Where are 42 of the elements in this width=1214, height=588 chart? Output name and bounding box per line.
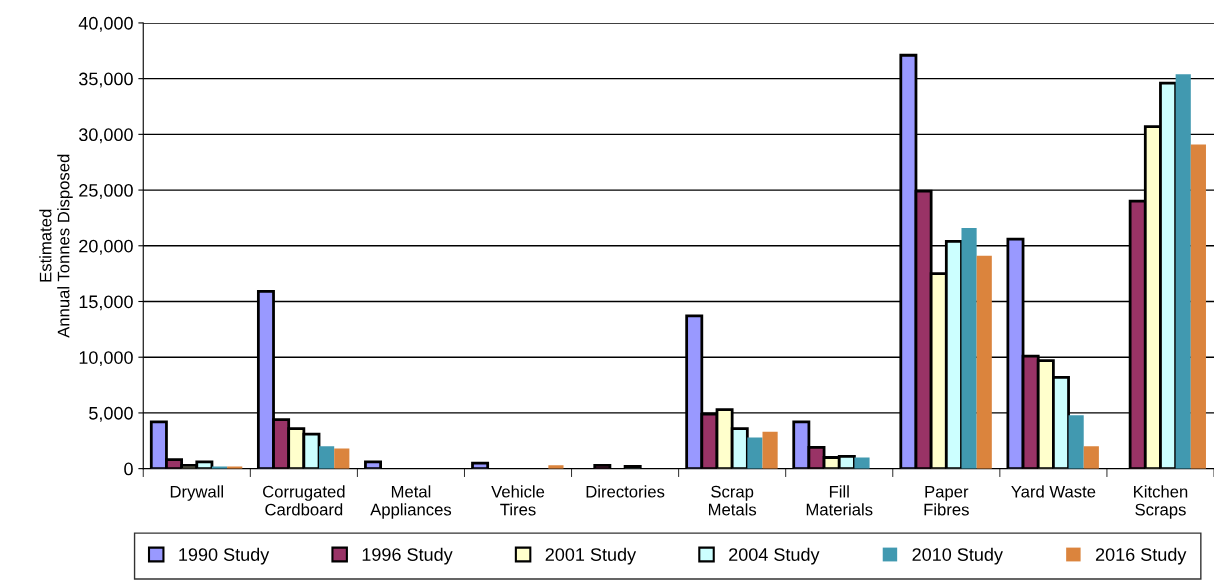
legend-label: 2004 Study — [729, 547, 820, 565]
y-tick-label: 15,000 — [79, 295, 133, 311]
y-tick-label: 40,000 — [78, 16, 133, 32]
y-axis-title: Estimated Annual Tonnes Disposed — [39, 154, 73, 338]
x-tick-label: Fill Materials — [806, 485, 873, 516]
legend-label: 2001 Study — [545, 547, 637, 565]
y-tick-label: 5,000 — [89, 406, 133, 422]
bar — [747, 437, 763, 469]
bar — [548, 465, 564, 469]
y-tick-label: 35,000 — [79, 72, 133, 88]
bar — [623, 465, 642, 469]
y-tick-label: 10,000 — [79, 351, 133, 367]
legend-label: 1996 Study — [362, 547, 453, 565]
bar — [961, 227, 977, 469]
bar — [319, 446, 335, 469]
y-tick-label: 25,000 — [79, 184, 133, 199]
bar — [1068, 415, 1084, 469]
bar — [334, 448, 350, 469]
x-tick-label: Corrugated Cardboard — [263, 485, 345, 516]
bar — [1190, 144, 1206, 469]
x-tick-label: Kitchen Scraps — [1134, 485, 1188, 519]
bar — [1083, 446, 1099, 469]
y-tick-label: 20,000 — [79, 239, 133, 255]
bar — [1175, 74, 1191, 469]
legend-label: 1990 Study — [179, 547, 270, 565]
bar — [762, 431, 778, 469]
bar — [854, 457, 870, 469]
legend-label: 2016 Study — [1095, 547, 1187, 565]
x-tick-label: Paper Fibres — [924, 485, 969, 516]
x-tick-label: Drywall — [170, 485, 223, 501]
x-tick-label: Vehicle Tires — [491, 485, 545, 516]
x-tick-label: Scrap Metals — [708, 485, 757, 516]
bar — [364, 460, 382, 469]
y-tick-label: 30,000 — [79, 128, 133, 144]
legend-label: 2010 Study — [912, 547, 1003, 565]
x-tick-label: Metal Appliances — [370, 485, 452, 519]
x-tick-label: Directories — [586, 485, 665, 498]
bar — [471, 461, 490, 469]
bar — [593, 463, 612, 469]
bar — [976, 255, 992, 469]
x-tick-label: Yard Waste — [1011, 485, 1096, 498]
y-tick-label: 0 — [124, 462, 133, 476]
